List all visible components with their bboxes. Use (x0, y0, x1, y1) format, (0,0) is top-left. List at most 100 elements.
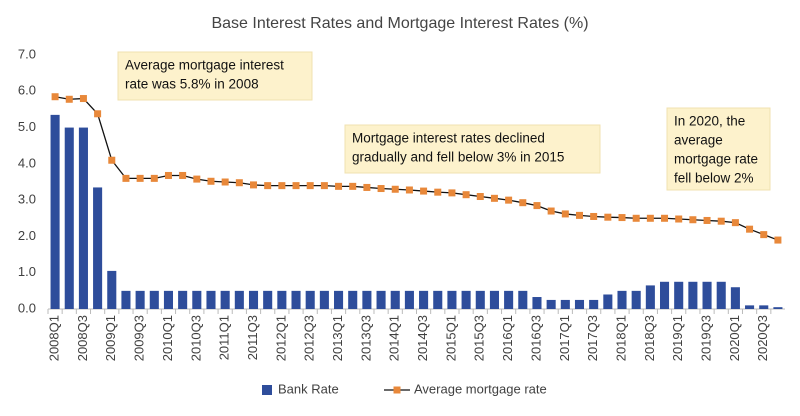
y-tick-label: 0.0 (18, 300, 36, 315)
bar (518, 290, 528, 309)
bar (631, 290, 641, 309)
marker (391, 185, 399, 193)
marker (420, 187, 428, 195)
x-tick-label: 2010Q1 (160, 315, 175, 361)
marker (675, 215, 683, 223)
marker (760, 231, 768, 239)
x-tick-label: 2013Q1 (330, 315, 345, 361)
marker (646, 214, 654, 222)
marker (221, 178, 229, 186)
x-tick-label: 2011Q1 (217, 315, 232, 360)
x-tick-label: 2015Q3 (472, 315, 487, 361)
x-tick-label: 2020Q3 (755, 315, 770, 361)
x-tick-label: 2012Q3 (302, 315, 317, 361)
x-tick-label: 2014Q1 (387, 315, 402, 361)
bar (773, 307, 783, 309)
x-tick-label: 2019Q1 (670, 315, 685, 361)
bar (163, 290, 174, 309)
bar (603, 294, 613, 309)
marker (561, 210, 569, 218)
bar (419, 290, 429, 309)
x-tick-label: 2009Q3 (132, 315, 147, 361)
x-tick-label: 2015Q1 (443, 315, 458, 361)
x-tick-label: 2008Q3 (75, 315, 90, 361)
marker (136, 174, 144, 182)
y-tick-label: 3.0 (18, 192, 36, 207)
marker (547, 207, 555, 215)
x-tick-label: 2020Q1 (727, 315, 742, 361)
annotation-text: Mortgage interest rates declined (352, 131, 545, 146)
bar (248, 290, 259, 309)
annotation-box (117, 51, 313, 101)
marker (731, 219, 739, 227)
bar (645, 285, 655, 309)
y-tick-label: 6.0 (18, 83, 36, 98)
marker (250, 181, 258, 189)
bar (319, 290, 329, 309)
annotation-box (344, 124, 601, 174)
bar (617, 290, 627, 309)
x-tick-label: 2011Q3 (245, 315, 260, 360)
marker (462, 191, 470, 199)
marker (632, 214, 640, 222)
marker (703, 216, 711, 224)
marker (122, 174, 130, 182)
annotation-text: mortgage rate (674, 152, 758, 167)
bar (589, 299, 599, 309)
bar (192, 290, 202, 309)
bar (135, 290, 145, 309)
marker (193, 175, 201, 183)
bar (461, 290, 471, 309)
marker (490, 194, 498, 202)
marker (51, 93, 59, 101)
x-tick-label: 2018Q1 (613, 315, 628, 361)
annotation-text: average (674, 133, 723, 148)
bar (546, 299, 556, 309)
annotation-text: rate was 5.8% in 2008 (125, 77, 259, 92)
y-tick-label: 7.0 (18, 46, 36, 61)
bar (291, 290, 301, 309)
marker (533, 202, 541, 210)
marker (94, 110, 102, 118)
x-tick-label: 2013Q3 (358, 315, 373, 361)
annotation-text: In 2020, the (674, 114, 745, 129)
bar (560, 299, 570, 309)
bar (688, 281, 698, 309)
bar (730, 287, 740, 309)
x-tick-label: 2018Q3 (642, 315, 657, 361)
bar (532, 297, 542, 309)
bar (263, 290, 273, 309)
bar (121, 290, 131, 309)
marker (235, 179, 243, 187)
marker (774, 236, 782, 244)
x-tick-label: 2019Q3 (698, 315, 713, 361)
bar (489, 290, 499, 309)
bar (348, 290, 358, 309)
x-tick-label: 2017Q3 (585, 315, 600, 361)
bar (433, 290, 443, 309)
bar (404, 290, 414, 309)
bar (745, 305, 755, 309)
bar (334, 290, 344, 309)
legend-label: Average mortgage rate (414, 381, 547, 396)
x-tick-label: 2012Q1 (273, 315, 288, 361)
legend-swatch (262, 385, 272, 395)
line (54, 96, 779, 241)
bar (674, 281, 684, 309)
marker (434, 188, 442, 196)
y-tick-label: 1.0 (18, 264, 36, 279)
bar (78, 127, 88, 309)
marker (575, 211, 583, 219)
bar (475, 290, 485, 309)
legend-swatch (393, 386, 401, 394)
x-tick-label: 2010Q3 (188, 315, 203, 361)
x-tick-label: 2014Q3 (415, 315, 430, 361)
bar (362, 290, 372, 309)
bar (659, 281, 670, 309)
marker (278, 182, 286, 190)
marker (590, 212, 598, 220)
bar (206, 290, 216, 309)
bar (277, 290, 287, 309)
x-tick-label: 2016Q1 (500, 315, 515, 361)
legend-label: Bank Rate (278, 381, 339, 396)
